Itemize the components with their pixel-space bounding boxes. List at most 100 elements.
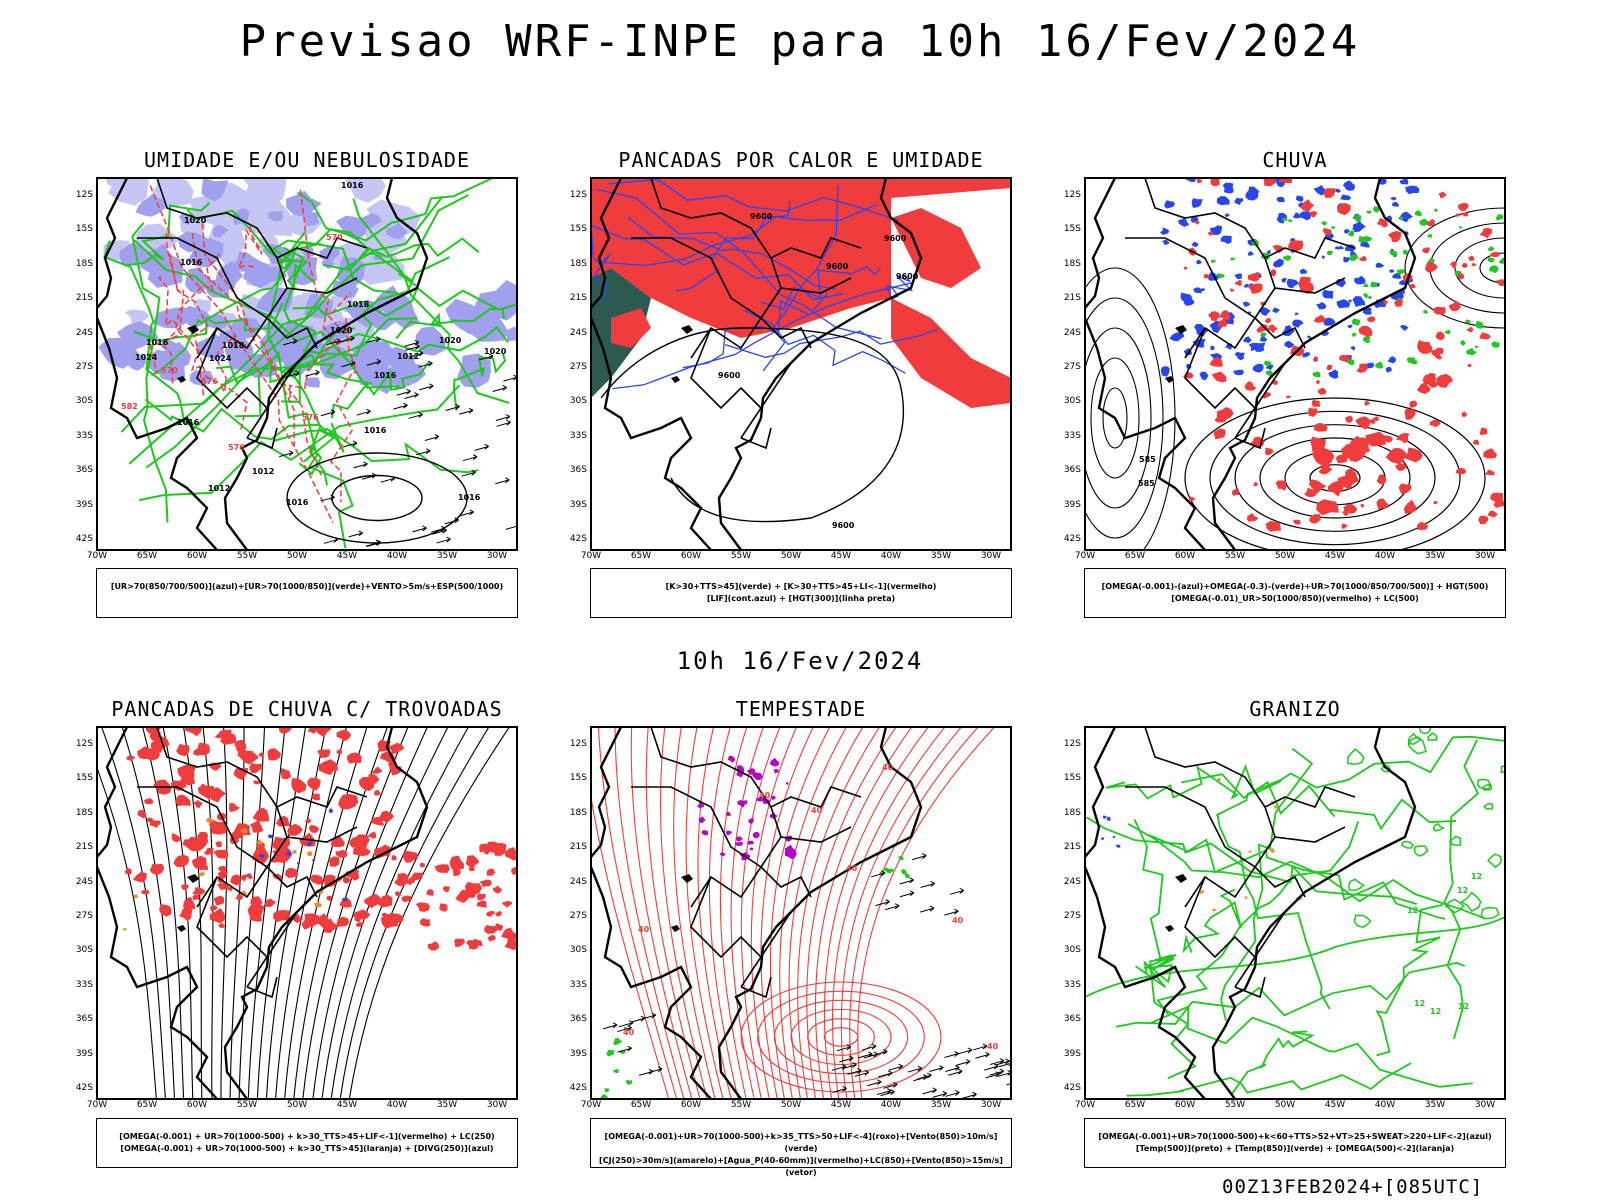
contour-line [1209,410,1461,546]
rain-omega-strong [1352,332,1357,337]
latitude-tick-label: 24S [1063,876,1081,887]
humidity-area [267,210,283,222]
political-borders [1125,727,1356,999]
contour-label: 1016 [180,258,203,267]
rain-area [1266,324,1278,334]
lifted-index-contour [612,281,914,390]
rain-area [1211,371,1227,383]
wind-vector [366,358,382,366]
latitude-tick-label: 18S [75,807,93,818]
thunderstorm-area [511,867,517,876]
rain-omega-area [1338,245,1344,250]
legend-line: [OMEGA(-0.001) + UR>70(1000-500) + k>30_… [119,1132,495,1141]
thunderstorm-weak-area [133,894,138,899]
thunderstorm-area [209,819,228,835]
wind-vector [419,383,434,391]
wind-vector [957,1047,973,1055]
wind-vector [888,1063,904,1071]
thunderstorm-area [419,862,425,868]
rain-omega-area [1315,301,1327,310]
rain-area [1337,475,1359,491]
latitude-tick-label: 18S [1063,258,1081,269]
contour-label: 1012 [208,484,230,493]
rain-omega-area [1352,296,1366,307]
wind-vector [505,522,517,530]
rain-area [1448,300,1461,312]
temp-850-contour [1126,1062,1412,1097]
latitude-tick-label: 36S [1063,465,1081,476]
rain-area [1479,427,1488,436]
temp-850-contour [1443,739,1480,1040]
rain-omega-area [1292,212,1301,219]
thunderstorm-area [304,817,312,824]
rain-omega-strong [1487,257,1495,263]
latitude-tick-label: 15S [1063,224,1081,235]
rain-omega-strong [1230,257,1236,261]
wind-vector [1006,1083,1011,1086]
contour-line [1085,297,1164,539]
contour-label: 1016 [286,498,309,507]
latitude-tick-label: 24S [1063,327,1081,338]
latitude-tick-label: 27S [569,911,587,921]
rain-omega-area [1286,278,1300,289]
omega-area [1244,896,1248,900]
contour-label: 1016 [364,426,387,435]
rain-area [1316,499,1339,516]
thunderstorm-area [311,793,321,801]
longitude-tick-label: 40W [880,551,902,561]
thunderstorm-area [210,905,218,912]
wind-vector [877,1088,892,1096]
rain-area [1404,408,1416,420]
rain-area [1308,479,1327,493]
thunderstorm-area [455,892,467,903]
latitude-tick-label: 27S [1063,911,1081,921]
rain-area [1196,178,1203,184]
latitude-tick-label: 21S [569,842,587,853]
strong-wind-area [599,1094,609,1099]
thunderstorm-area [310,874,323,885]
rain-omega-area [1323,317,1336,326]
legend-line: [OMEGA(-0.001)-(azul)+OMEGA(-0.3)-(verde… [1101,582,1489,591]
model-run-label: 00Z13FEB2024+[085UTC] [1222,1176,1484,1198]
rain-area [1472,439,1480,445]
latitude-tick-label: 15S [1063,773,1081,784]
streamline-850 [740,727,781,1099]
wind-vector [832,1085,847,1093]
panel-5-title: TEMPESTADE [735,697,867,721]
rain-omega-area [1375,262,1385,268]
wind-vector [883,1081,898,1089]
temp-850-contour [1353,914,1372,929]
streamline-850 [685,727,724,1099]
rain-omega-strong [1444,329,1451,335]
streamline-850 [797,727,881,1099]
longitude-tick-label: 30W [486,1100,508,1110]
thunderstorm-area [339,897,352,908]
rain-area [1327,480,1344,497]
hail-area [1106,816,1111,821]
humidity-area [233,207,250,225]
rain-omega-strong [1427,233,1432,238]
thunderstorm-area [493,842,507,856]
latitude-tick-label: 30S [569,945,587,956]
humidity-area [119,243,146,265]
coastline [1085,727,1417,1099]
contour-label: 1024 [209,354,232,363]
rain-omega-strong [1363,336,1371,344]
wind-vector [492,385,507,392]
temp-850-contour [1215,735,1505,817]
thunderstorm-area [250,819,264,833]
rain-area [1278,178,1293,184]
humidity-contour [144,398,327,441]
thunderstorm-area [229,802,240,812]
temp-850-contour [1486,853,1502,869]
rain-area [1355,416,1371,430]
streamline-850 [750,727,798,1099]
rain-area [1214,412,1227,423]
thunderstorm-area [504,847,517,861]
humidity-contour [331,361,430,419]
wind-vector [474,443,489,451]
humidity-contour [265,243,315,291]
rain-area [1256,323,1269,333]
lifted-index-contour [885,274,914,301]
wind-vector [867,1079,882,1087]
